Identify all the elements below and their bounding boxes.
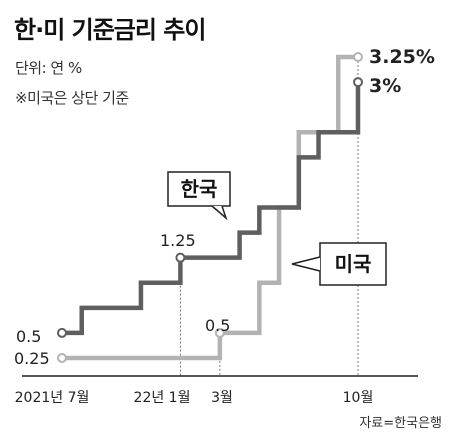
korea-start-label: 0.5	[16, 327, 41, 346]
x-tick-label: 10월	[343, 390, 374, 406]
korea-jan22-point	[175, 252, 186, 263]
korea-callout-pointer	[211, 205, 228, 221]
korea-mid-label: 1.25	[160, 231, 196, 250]
us-callout-label: 미국	[335, 252, 372, 276]
x-tick-label: 22년 1월	[134, 390, 191, 406]
x-tick-label: 3월	[211, 390, 233, 406]
korea-end-point	[353, 77, 363, 88]
us-end-label: 3.25%	[369, 46, 435, 68]
x-tick-label: 2021년 7월	[15, 390, 90, 406]
korea-start-point	[57, 327, 67, 338]
us-rate-line	[62, 54, 358, 361]
us-end-point	[353, 52, 363, 62]
us-callout-pointer	[291, 256, 321, 272]
chart-title: 한·미 기준금리 추이	[14, 16, 206, 44]
note-label: ※미국은 상단 기준	[15, 89, 129, 107]
korea-rate-line	[62, 82, 361, 336]
source-label: 자료=한국은행	[359, 416, 442, 431]
us-mid-label: 0.5	[205, 316, 230, 335]
us-start-point	[57, 353, 67, 363]
korea-callout-label: 한국	[181, 177, 218, 201]
korea-end-label: 3%	[369, 75, 401, 97]
us-start-label: 0.25	[14, 349, 50, 368]
us-callout-box	[319, 242, 387, 286]
korea-callout-box	[167, 171, 231, 207]
unit-label: 단위: 연 %	[15, 59, 82, 77]
us-mar22-point	[214, 327, 225, 338]
